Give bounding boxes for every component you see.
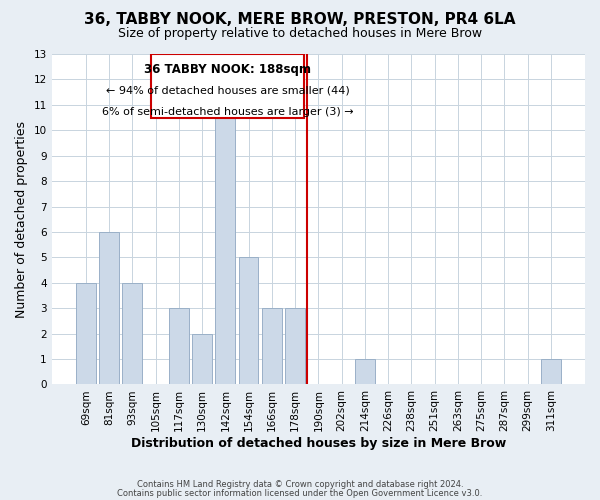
Bar [76, 283, 95, 384]
Bar [239, 258, 259, 384]
Text: Contains HM Land Registry data © Crown copyright and database right 2024.: Contains HM Land Registry data © Crown c… [137, 480, 463, 489]
Bar [122, 283, 142, 384]
X-axis label: Distribution of detached houses by size in Mere Brow: Distribution of detached houses by size … [131, 437, 506, 450]
Text: ← 94% of detached houses are smaller (44): ← 94% of detached houses are smaller (44… [106, 86, 350, 96]
Text: 36 TABBY NOOK: 188sqm: 36 TABBY NOOK: 188sqm [144, 63, 311, 76]
FancyBboxPatch shape [151, 54, 304, 118]
Bar [541, 359, 561, 384]
Text: Contains public sector information licensed under the Open Government Licence v3: Contains public sector information licen… [118, 488, 482, 498]
Text: 6% of semi-detached houses are larger (3) →: 6% of semi-detached houses are larger (3… [102, 108, 353, 118]
Bar [192, 334, 212, 384]
Bar [285, 308, 305, 384]
Bar [355, 359, 375, 384]
Bar [169, 308, 188, 384]
Y-axis label: Number of detached properties: Number of detached properties [15, 120, 28, 318]
Bar [99, 232, 119, 384]
Bar [262, 308, 282, 384]
Text: Size of property relative to detached houses in Mere Brow: Size of property relative to detached ho… [118, 28, 482, 40]
Text: 36, TABBY NOOK, MERE BROW, PRESTON, PR4 6LA: 36, TABBY NOOK, MERE BROW, PRESTON, PR4 … [84, 12, 516, 28]
Bar [215, 105, 235, 384]
